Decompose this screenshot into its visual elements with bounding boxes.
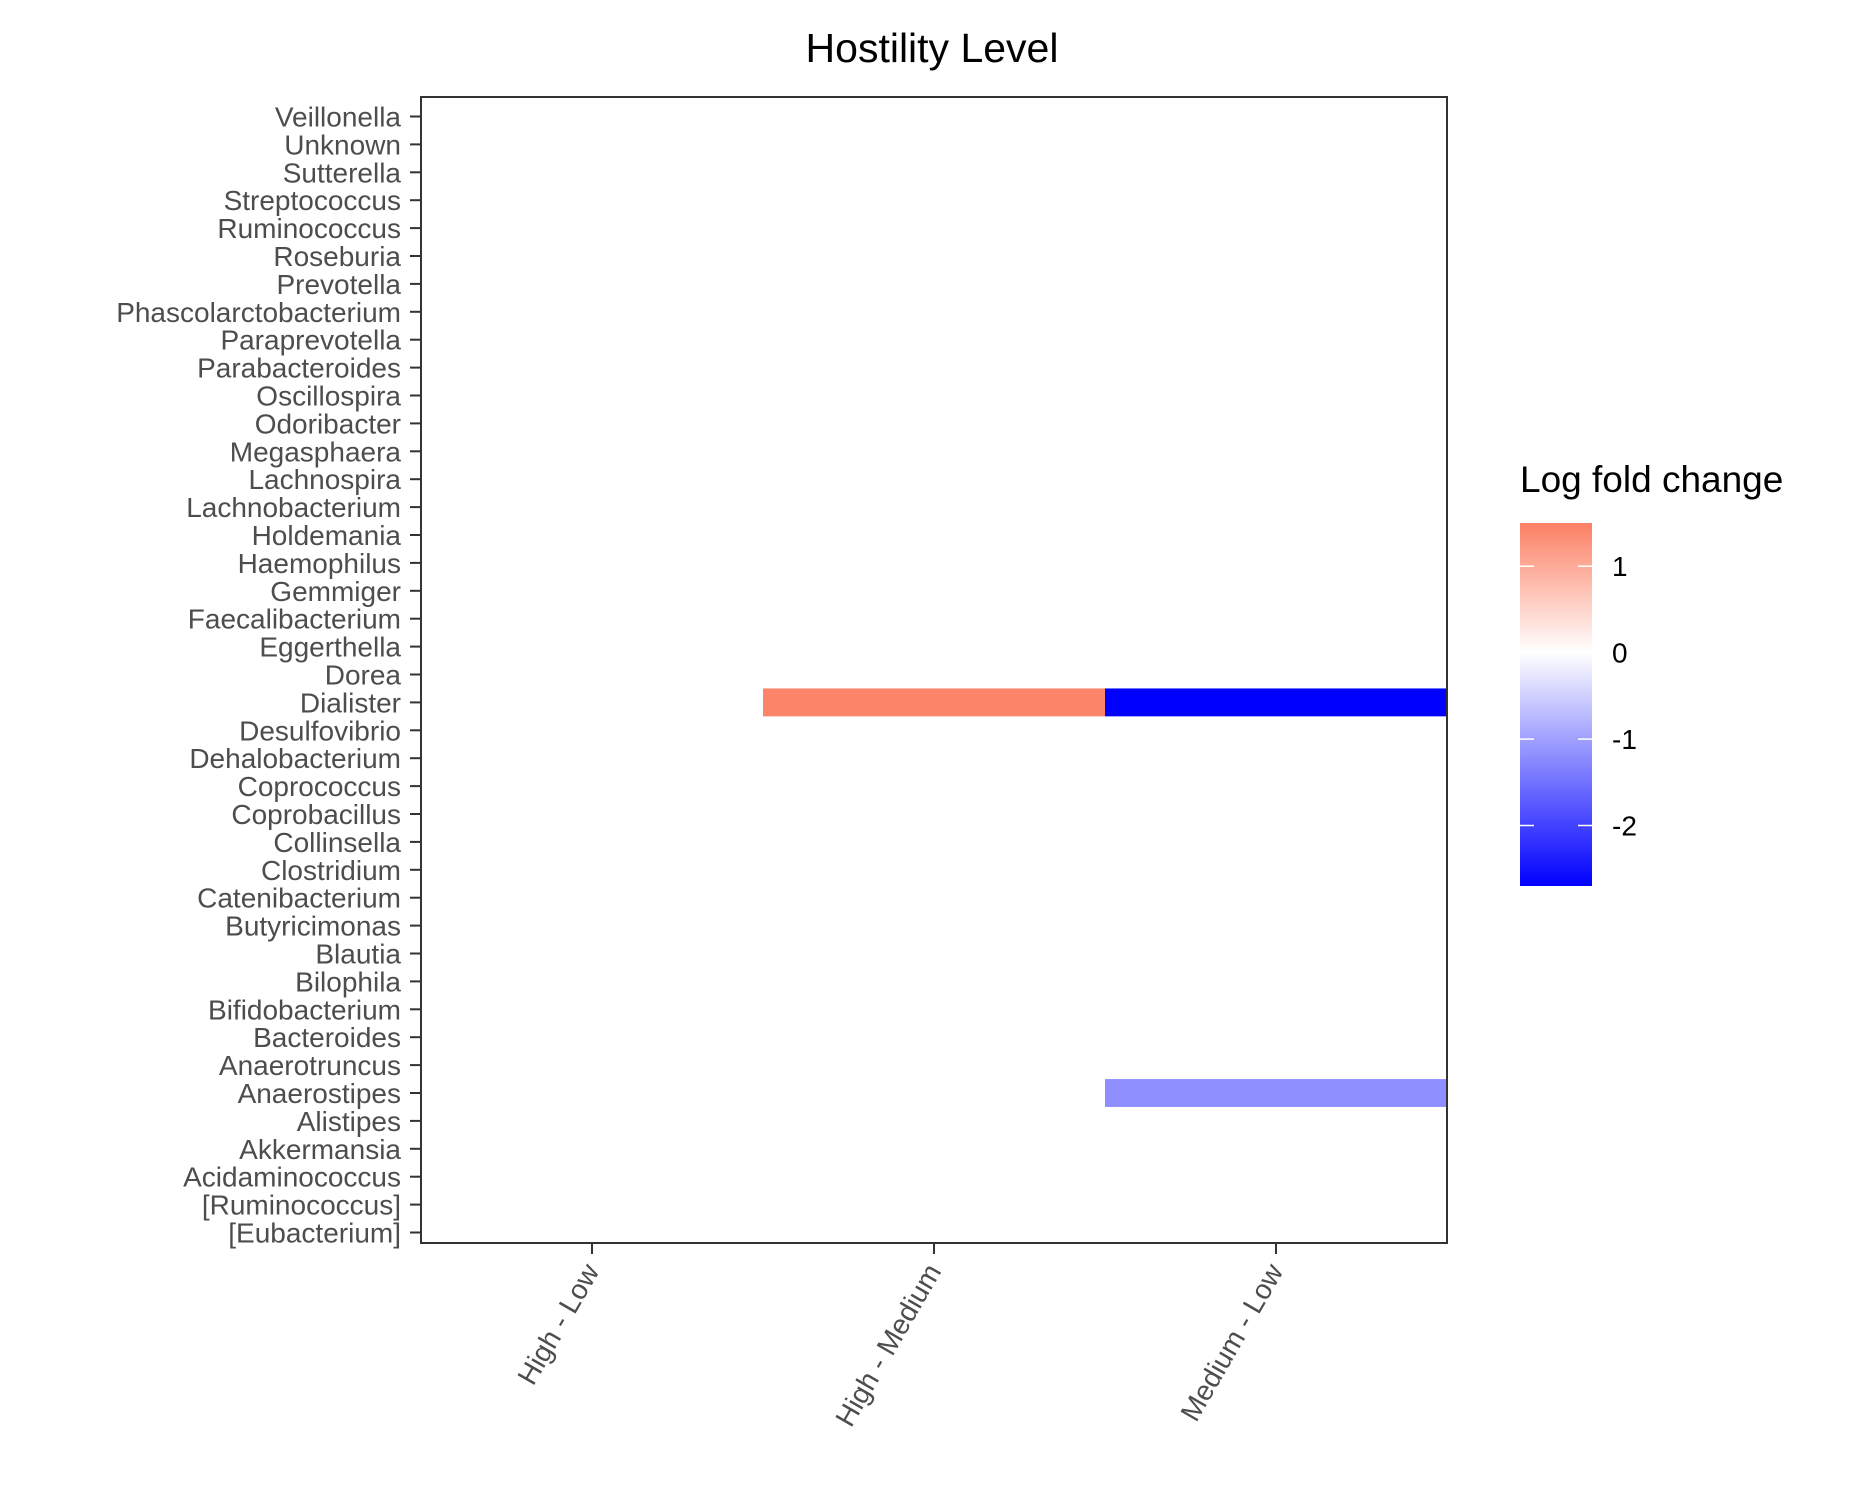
x-axis: High - Low High - Medium Medium - Low bbox=[511, 1243, 1290, 1432]
y-tick-label: Acidaminococcus bbox=[183, 1162, 401, 1193]
heatmap-cell bbox=[1105, 1079, 1447, 1107]
y-tick-label: Butyricimonas bbox=[225, 911, 401, 942]
legend-title: Log fold change bbox=[1520, 459, 1783, 500]
y-tick-label: Haemophilus bbox=[238, 548, 401, 579]
y-tick-label: Alistipes bbox=[297, 1106, 401, 1137]
heatmap-cells bbox=[763, 688, 1447, 1107]
y-tick-label: Lachnobacterium bbox=[186, 492, 401, 523]
y-tick-label: Roseburia bbox=[273, 241, 401, 272]
y-tick-label: Eggerthella bbox=[259, 632, 401, 663]
y-tick-label: [Ruminococcus] bbox=[202, 1190, 401, 1221]
y-tick-label: Dehalobacterium bbox=[189, 743, 401, 774]
legend-tick-label: 0 bbox=[1612, 638, 1628, 669]
legend-colorbar bbox=[1520, 523, 1592, 886]
y-tick-label: Coprococcus bbox=[238, 771, 401, 802]
legend-tick-label: 1 bbox=[1612, 551, 1628, 582]
x-tick-label: Medium - Low bbox=[1174, 1258, 1289, 1426]
y-tick-label: Veillonella bbox=[275, 102, 402, 133]
y-tick-label: Phascolarctobacterium bbox=[116, 297, 401, 328]
chart-title: Hostility Level bbox=[806, 25, 1059, 71]
legend-tick-label: -1 bbox=[1612, 724, 1637, 755]
y-tick-label: Catenibacterium bbox=[197, 883, 401, 914]
y-tick-label: Gemmiger bbox=[270, 576, 401, 607]
x-tick-label: High - Medium bbox=[829, 1259, 947, 1432]
heatmap-cell bbox=[1105, 688, 1447, 717]
y-tick-label: Unknown bbox=[284, 129, 401, 160]
plot-panel bbox=[420, 96, 1448, 1244]
y-tick-label: Dorea bbox=[325, 660, 402, 691]
y-tick-label: Dialister bbox=[300, 687, 401, 718]
y-tick-label: Paraprevotella bbox=[220, 325, 401, 356]
y-tick-label: Oscillospira bbox=[256, 381, 401, 412]
y-tick-label: Megasphaera bbox=[230, 436, 402, 467]
x-tick-label: High - Low bbox=[511, 1258, 605, 1390]
y-tick-label: Anaerotruncus bbox=[219, 1050, 401, 1081]
legend-tick-label: -2 bbox=[1612, 811, 1637, 842]
y-tick-label: Lachnospira bbox=[248, 464, 401, 495]
y-tick-label: Clostridium bbox=[261, 855, 401, 886]
y-tick-label: Sutterella bbox=[283, 157, 402, 188]
y-tick-label: Anaerostipes bbox=[238, 1078, 401, 1109]
y-tick-label: Streptococcus bbox=[224, 185, 401, 216]
y-tick-label: Bifidobacterium bbox=[208, 994, 401, 1025]
y-tick-label: Blautia bbox=[315, 939, 401, 970]
y-tick-label: Faecalibacterium bbox=[188, 604, 401, 635]
y-tick-label: Desulfovibrio bbox=[239, 715, 401, 746]
y-tick-label: [Eubacterium] bbox=[228, 1218, 401, 1249]
y-axis: VeillonellaUnknownSutterellaStreptococcu… bbox=[116, 102, 421, 1249]
y-tick-label: Akkermansia bbox=[239, 1134, 401, 1165]
y-tick-label: Bacteroides bbox=[253, 1022, 401, 1053]
y-tick-label: Odoribacter bbox=[255, 408, 401, 439]
legend: Log fold change 1 0 -1 -2 bbox=[1520, 459, 1783, 886]
y-tick-label: Collinsella bbox=[273, 827, 401, 858]
y-tick-label: Parabacteroides bbox=[197, 353, 401, 384]
y-tick-label: Prevotella bbox=[276, 269, 401, 300]
heatmap-cell bbox=[763, 688, 1105, 717]
y-tick-label: Bilophila bbox=[295, 966, 401, 997]
y-tick-label: Holdemania bbox=[252, 520, 402, 551]
y-tick-label: Ruminococcus bbox=[217, 213, 401, 244]
y-tick-label: Coprobacillus bbox=[231, 799, 401, 830]
